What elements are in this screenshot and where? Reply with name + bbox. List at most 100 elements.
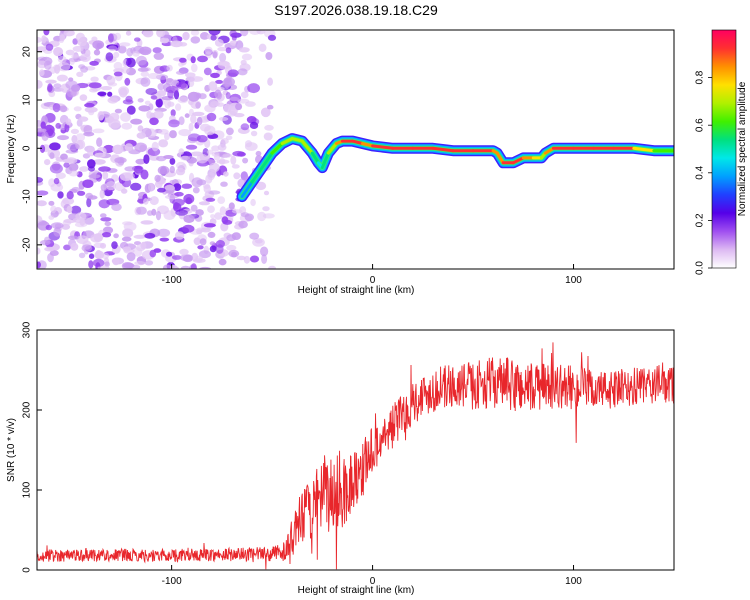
noise-speckle xyxy=(169,165,175,174)
ridge-core-segment xyxy=(326,142,338,155)
noise-speckle xyxy=(244,142,258,151)
noise-speckle xyxy=(175,70,186,75)
noise-speckle xyxy=(136,206,147,215)
noise-speckle xyxy=(95,249,102,260)
ridge-core-segment xyxy=(310,151,320,165)
noise-speckle xyxy=(215,79,224,84)
noise-speckle xyxy=(143,198,149,205)
noise-speckle xyxy=(40,121,46,129)
heatmap-x-axis-label: Height of straight line (km) xyxy=(298,285,415,296)
noise-speckle xyxy=(175,209,188,216)
noise-speckle xyxy=(229,96,240,102)
noise-speckle xyxy=(196,135,208,143)
noise-speckle xyxy=(50,183,64,192)
noise-speckle xyxy=(227,110,237,117)
noise-speckle xyxy=(37,247,41,255)
noise-speckle xyxy=(37,56,47,61)
noise-speckle xyxy=(175,167,186,176)
noise-speckle xyxy=(148,72,160,80)
snr-y-tick-label: 200 xyxy=(22,401,33,418)
noise-speckle xyxy=(178,116,185,126)
noise-speckle xyxy=(167,89,174,99)
noise-speckle xyxy=(106,75,116,86)
noise-speckle xyxy=(203,184,211,194)
noise-speckle xyxy=(104,221,112,227)
noise-speckle xyxy=(56,74,68,82)
noise-speckle xyxy=(44,159,51,166)
noise-speckle xyxy=(212,51,218,59)
noise-speckle xyxy=(209,218,217,225)
ridge-core-segment xyxy=(290,137,304,143)
noise-speckle xyxy=(140,71,149,77)
noise-speckle xyxy=(211,151,220,157)
noise-speckle xyxy=(91,36,98,42)
noise-speckle xyxy=(173,183,182,192)
noise-speckle xyxy=(157,187,166,193)
noise-speckle xyxy=(109,112,120,122)
noise-speckle xyxy=(191,63,198,73)
noise-speckle xyxy=(57,191,64,199)
ridge-core-segment xyxy=(280,137,294,145)
noise-speckle xyxy=(67,235,79,240)
noise-speckle xyxy=(55,172,66,179)
noise-speckle xyxy=(134,261,146,266)
noise-speckle xyxy=(242,157,249,164)
noise-speckle xyxy=(65,118,72,126)
ridge-core-segment xyxy=(371,144,395,150)
noise-speckle xyxy=(250,198,256,207)
noise-speckle xyxy=(236,151,246,157)
noise-speckle xyxy=(203,223,216,228)
noise-speckle xyxy=(217,60,230,67)
noise-speckle xyxy=(126,105,136,115)
noise-speckle xyxy=(192,111,205,117)
noise-speckle xyxy=(37,128,47,133)
noise-speckle xyxy=(78,64,86,69)
ridge-core-segment xyxy=(431,146,455,153)
colorbar-fill xyxy=(712,30,736,268)
noise-speckle xyxy=(144,260,154,266)
noise-speckle xyxy=(50,222,64,229)
noise-speckle xyxy=(41,35,47,44)
noise-speckle xyxy=(190,76,204,82)
noise-speckle xyxy=(120,66,130,74)
noise-speckle xyxy=(73,106,82,112)
heatmap-x-tick-label: 0 xyxy=(370,275,376,286)
noise-speckle xyxy=(175,103,182,111)
noise-speckle xyxy=(37,200,47,207)
noise-speckle xyxy=(122,221,133,226)
noise-speckle xyxy=(260,107,271,118)
noise-speckle xyxy=(81,244,93,252)
noise-speckle xyxy=(231,209,243,214)
noise-speckle xyxy=(93,242,105,249)
noise-speckle xyxy=(158,139,169,148)
noise-speckle xyxy=(240,59,247,66)
noise-speckle xyxy=(149,117,159,126)
noise-speckle xyxy=(170,40,183,48)
noise-speckle xyxy=(203,67,212,76)
heatmap-y-tick-label: 10 xyxy=(22,94,33,106)
noise-speckle xyxy=(219,206,227,216)
noise-speckle xyxy=(155,98,163,108)
noise-speckle xyxy=(264,124,274,131)
noise-speckle xyxy=(199,266,212,269)
noise-speckle xyxy=(125,95,133,103)
noise-speckle xyxy=(112,144,124,155)
noise-speckle xyxy=(204,104,216,113)
noise-speckle xyxy=(204,46,213,55)
noise-speckle xyxy=(209,245,217,253)
noise-speckle xyxy=(208,30,221,36)
noise-speckle xyxy=(100,184,107,192)
noise-speckle xyxy=(217,196,226,205)
noise-speckle xyxy=(188,122,194,132)
noise-speckle xyxy=(45,79,57,84)
snr-x-tick-label: 100 xyxy=(565,576,582,587)
noise-speckle xyxy=(209,241,216,246)
noise-speckle xyxy=(249,232,260,240)
snr-y-tick-label: 0 xyxy=(22,567,33,573)
noise-speckle xyxy=(75,133,86,142)
noise-speckle xyxy=(157,90,167,97)
noise-speckle xyxy=(50,205,57,214)
noise-speckle xyxy=(114,157,127,164)
noise-speckle xyxy=(240,30,249,37)
noise-speckle xyxy=(200,32,210,40)
